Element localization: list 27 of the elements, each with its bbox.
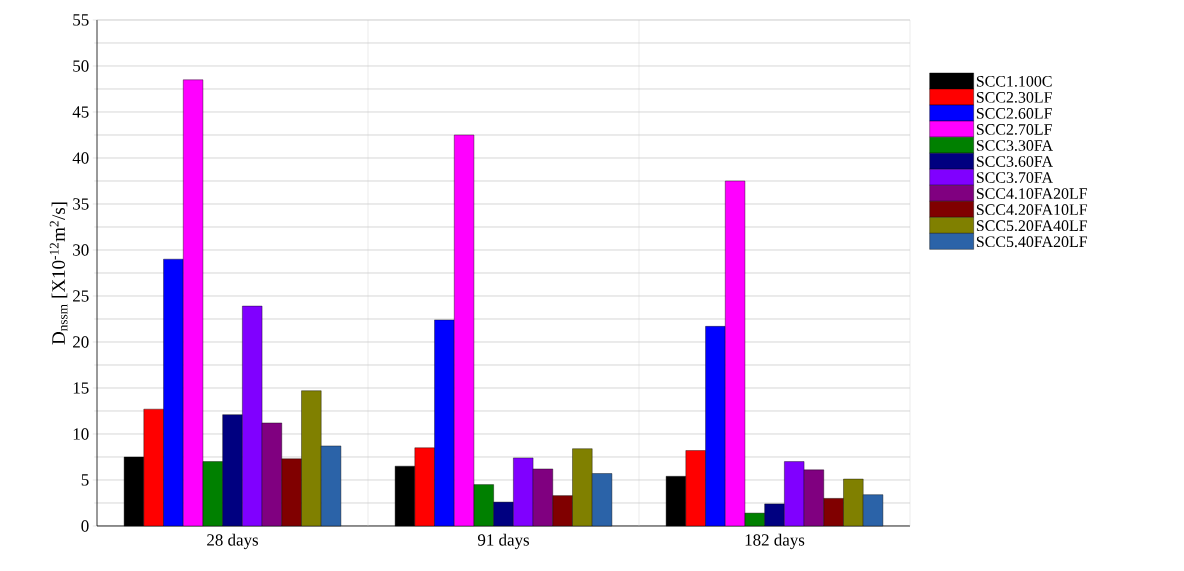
legend-label: SCC4.20FA10LF (976, 204, 1088, 216)
y-axis-title: D$_{nssm}$ [X10$^{-12}$m$^{2}$/s] (49, 202, 68, 345)
y-tick-label: 20 (73, 336, 89, 348)
y-tick-label: 0 (81, 520, 89, 532)
legend-label: SCC1.100C (976, 75, 1052, 87)
y-tick-label: 45 (72, 106, 89, 118)
y-tick-label: 25 (73, 290, 89, 302)
legend-label: SCC3.70FA (976, 172, 1053, 183)
legend-label: SCC5.20FA40LF (976, 220, 1088, 232)
legend-label: SCC2.60LF (976, 108, 1052, 119)
y-tick-label: 55 (73, 14, 89, 26)
legend-label: SCC3.60FA (976, 156, 1053, 167)
y-tick-label: 30 (73, 244, 89, 256)
y-tick-label: 15 (73, 382, 89, 394)
legend-label: SCC2.30LF (976, 91, 1052, 103)
y-tick-label: 40 (72, 152, 89, 164)
x-tick-label: 28 days (207, 533, 259, 550)
legend-label: SCC3.30FA (976, 140, 1053, 151)
legend-label: SCC5.40FA20LF (976, 236, 1088, 248)
y-tick-label: 35 (73, 198, 89, 210)
y-tick-label: 50 (73, 60, 89, 72)
y-tick-label: 10 (73, 428, 89, 440)
legend-label: SCC2.70LF (976, 124, 1052, 135)
legend-label: SCC4.10FA20LF (976, 188, 1088, 200)
x-tick-label: 91 days (477, 533, 530, 550)
x-tick-label: 182 days (745, 533, 805, 550)
y-tick-label: 5 (81, 474, 89, 486)
